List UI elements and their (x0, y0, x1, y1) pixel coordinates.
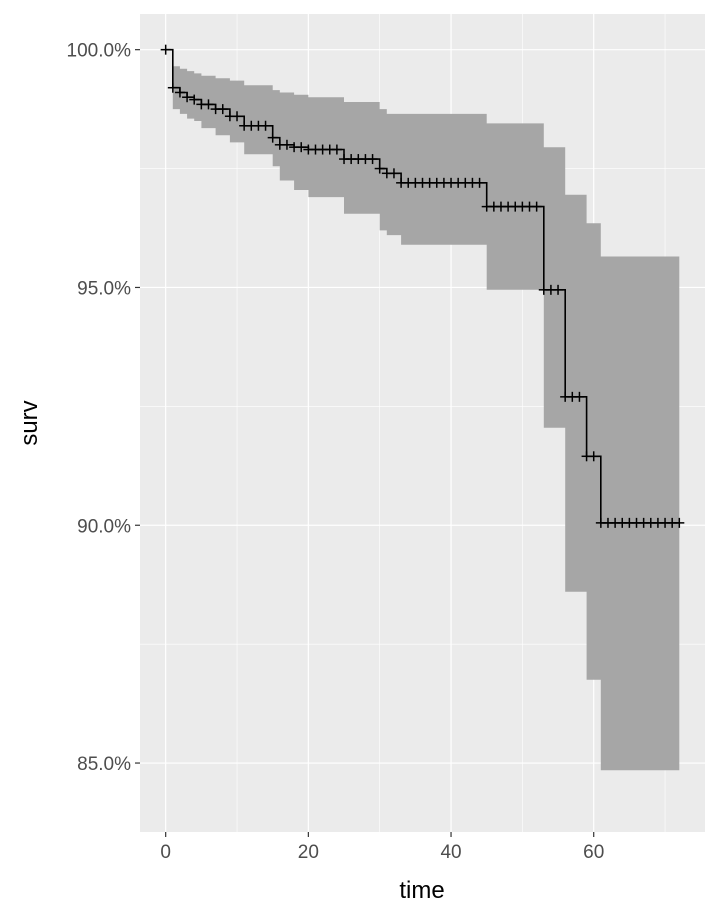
censor-marks (160, 44, 685, 528)
censor-mark (588, 451, 599, 462)
censor-mark (388, 168, 399, 179)
axes: 0 20 40 60 85.0% 90.0% 95.0% 100.0% (67, 41, 605, 863)
y-tick-label: 100.0% (67, 41, 132, 62)
y-axis-title: surv (16, 400, 43, 445)
censor-mark (367, 154, 378, 165)
censor-mark (182, 92, 193, 103)
censor-mark (331, 144, 342, 155)
x-axis-title: time (399, 877, 444, 904)
censor-mark (260, 120, 271, 131)
censor-mark (174, 87, 185, 98)
x-tick-label: 40 (440, 842, 461, 863)
censor-mark (160, 44, 171, 55)
y-tick-label: 95.0% (77, 278, 131, 299)
censor-mark (267, 132, 278, 143)
confidence-band (172, 66, 680, 771)
censor-mark (203, 99, 214, 110)
censor-mark (296, 142, 307, 153)
censor-mark (474, 177, 485, 188)
censor-mark (674, 517, 685, 528)
x-tick-label: 20 (298, 842, 319, 863)
censor-mark (574, 391, 585, 402)
censor-mark (281, 139, 292, 150)
censor-mark (531, 201, 542, 212)
y-tick-label: 85.0% (77, 754, 131, 775)
censor-mark (374, 163, 385, 174)
censor-mark (553, 284, 564, 295)
confidence-band-area (172, 66, 680, 771)
censor-mark (232, 111, 243, 122)
censor-mark (189, 94, 200, 105)
x-tick-label: 0 (160, 842, 171, 863)
x-tick-label: 60 (583, 842, 604, 863)
censor-mark (217, 104, 228, 115)
censor-mark (167, 82, 178, 93)
y-tick-label: 90.0% (77, 516, 131, 537)
